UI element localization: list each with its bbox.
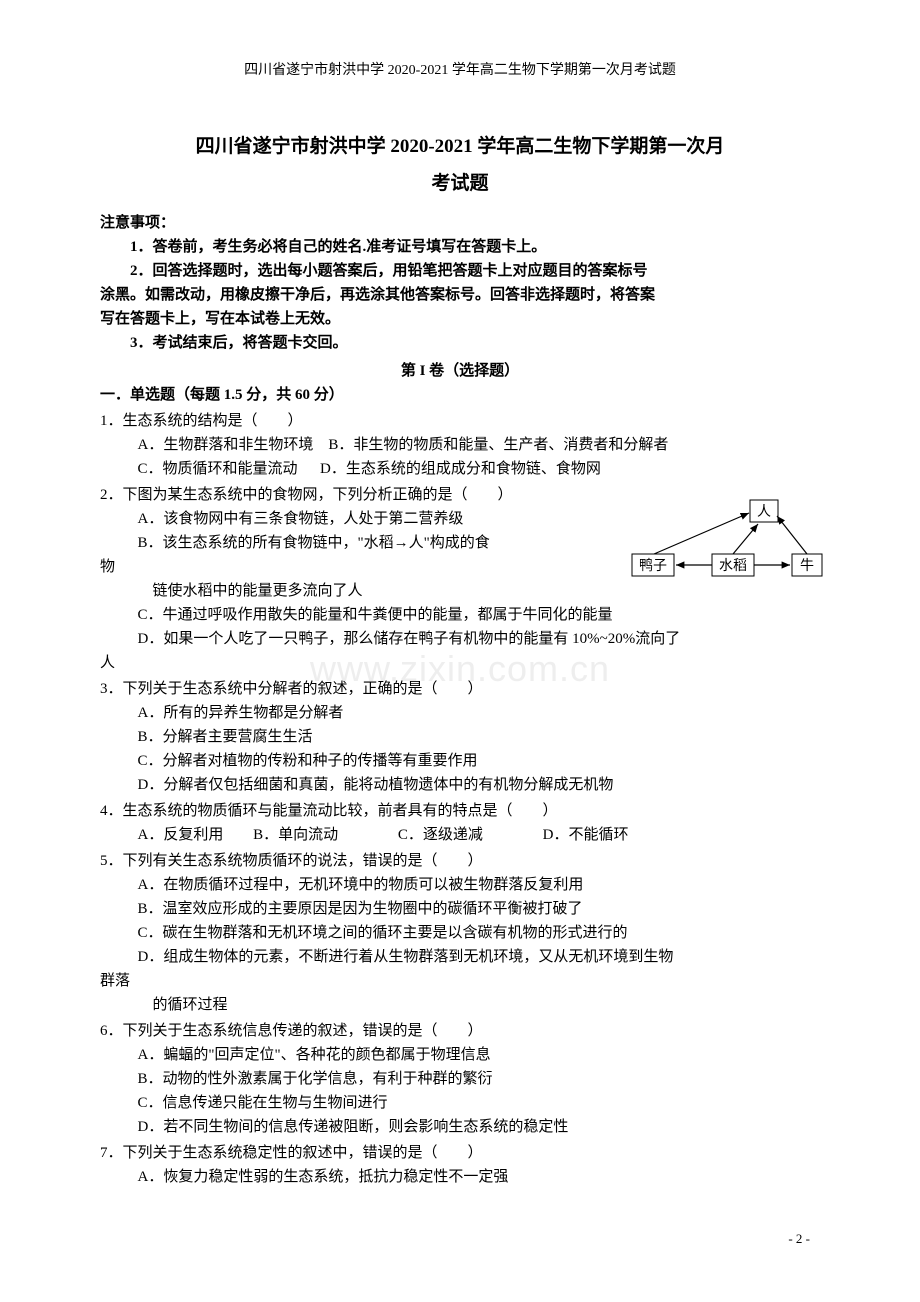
q6-option-c: C．信息传递只能在生物与生物间进行 bbox=[138, 1091, 821, 1115]
q7-stem: 7．下列关于生态系统稳定性的叙述中，错误的是（ ） bbox=[100, 1141, 820, 1165]
q1-option-a: A．生物群落和非生物环境 bbox=[138, 437, 314, 453]
q3-stem: 3．下列关于生态系统中分解者的叙述，正确的是（ ） bbox=[100, 677, 820, 701]
page-number: - 2 - bbox=[100, 1229, 820, 1250]
q1-row2: C．物质循环和能量流动 D．生态系统的组成成分和食物链、食物网 bbox=[138, 457, 821, 481]
q2-option-d-tail: 人 bbox=[100, 651, 820, 675]
q1-option-c: C．物质循环和能量流动 bbox=[138, 461, 298, 477]
q3-option-c: C．分解者对植物的传粉和种子的传播等有重要作用 bbox=[138, 749, 821, 773]
q4-options: A．反复利用 B．单向流动 C．逐级递减 D．不能循环 bbox=[138, 823, 821, 847]
q3-option-a: A．所有的异养生物都是分解者 bbox=[138, 701, 821, 725]
part-1-heading: 一．单选题（每题 1.5 分，共 60 分） bbox=[100, 383, 820, 407]
q2-option-c: C．牛通过呼吸作用散失的能量和牛粪便中的能量，都属于牛同化的能量 bbox=[138, 603, 821, 627]
notice-heading: 注意事项： bbox=[100, 211, 820, 235]
notice-2b: 涂黑。如需改动，用橡皮擦干净后，再选涂其他答案标号。回答非选择题时，将答案 bbox=[100, 283, 820, 307]
notice-2c: 写在答题卡上，写在本试卷上无效。 bbox=[100, 307, 820, 331]
question-6: 6．下列关于生态系统信息传递的叙述，错误的是（ ） A．蝙蝠的"回声定位"、各种… bbox=[100, 1019, 820, 1139]
running-header: 四川省遂宁市射洪中学 2020-2021 学年高二生物下学期第一次月考试题 bbox=[100, 60, 820, 82]
q5-option-d-tail2: 的循环过程 bbox=[153, 993, 821, 1017]
q5-option-c: C．碳在生物群落和无机环境之间的循环主要是以含碳有机物的形式进行的 bbox=[138, 921, 821, 945]
doc-title-line2: 考试题 bbox=[100, 169, 820, 199]
section-1-heading: 第 I 卷（选择题） bbox=[100, 359, 820, 383]
q4-option-b: B．单向流动 bbox=[253, 827, 338, 843]
node-duck: 鸭子 bbox=[639, 558, 667, 574]
q6-option-a: A．蝙蝠的"回声定位"、各种花的颜色都属于物理信息 bbox=[138, 1043, 821, 1067]
q3-option-d: D．分解者仅包括细菌和真菌，能将动植物遗体中的有机物分解成无机物 bbox=[138, 773, 821, 797]
q4-stem: 4．生态系统的物质循环与能量流动比较，前者具有的特点是（ ） bbox=[100, 799, 820, 823]
q1-option-b: B．非生物的物质和能量、生产者、消费者和分解者 bbox=[328, 437, 668, 453]
q7-option-a: A．恢复力稳定性弱的生态系统，抵抗力稳定性不一定强 bbox=[138, 1165, 821, 1189]
doc-title-line1: 四川省遂宁市射洪中学 2020-2021 学年高二生物下学期第一次月 bbox=[100, 132, 820, 162]
q6-option-d: D．若不同生物间的信息传递被阻断，则会影响生态系统的稳定性 bbox=[138, 1115, 821, 1139]
q4-option-d: D．不能循环 bbox=[543, 827, 629, 843]
node-person: 人 bbox=[757, 504, 771, 520]
notice-1: 1．答卷前，考生务必将自己的姓名.准考证号填写在答题卡上。 bbox=[100, 235, 820, 259]
q5-option-b: B．温室效应形成的主要原因是因为生物圈中的碳循环平衡被打破了 bbox=[138, 897, 821, 921]
q1-option-d: D．生态系统的组成成分和食物链、食物网 bbox=[320, 461, 601, 477]
q5-stem: 5．下列有关生态系统物质循环的说法，错误的是（ ） bbox=[100, 849, 820, 873]
notice-3: 3．考试结束后，将答题卡交回。 bbox=[100, 331, 820, 355]
notice-2a: 2．回答选择题时，选出每小题答案后，用铅笔把答题卡上对应题目的答案标号 bbox=[100, 259, 820, 283]
q2-option-d: D．如果一个人吃了一只鸭子，那么储存在鸭子有机物中的能量有 10%~20%流向了 bbox=[138, 627, 821, 651]
q4-option-a: A．反复利用 bbox=[138, 827, 224, 843]
node-rice: 水稻 bbox=[719, 558, 747, 574]
q6-option-b: B．动物的性外激素属于化学信息，有利于种群的繁衍 bbox=[138, 1067, 821, 1091]
food-web-diagram: 人 鸭子 水稻 牛 bbox=[630, 498, 830, 580]
question-7: 7．下列关于生态系统稳定性的叙述中，错误的是（ ） A．恢复力稳定性弱的生态系统… bbox=[100, 1141, 820, 1189]
q5-option-a: A．在物质循环过程中，无机环境中的物质可以被生物群落反复利用 bbox=[138, 873, 821, 897]
q6-stem: 6．下列关于生态系统信息传递的叙述，错误的是（ ） bbox=[100, 1019, 820, 1043]
q5-option-d-tail1: 群落 bbox=[100, 969, 820, 993]
q1-row1: A．生物群落和非生物环境 B．非生物的物质和能量、生产者、消费者和分解者 bbox=[138, 433, 821, 457]
question-4: 4．生态系统的物质循环与能量流动比较，前者具有的特点是（ ） A．反复利用 B．… bbox=[100, 799, 820, 847]
food-web-svg: 人 鸭子 水稻 牛 bbox=[630, 498, 830, 580]
q2-option-b-tail: 链使水稻中的能量更多流向了人 bbox=[153, 579, 821, 603]
question-1: 1．生态系统的结构是（ ） A．生物群落和非生物环境 B．非生物的物质和能量、生… bbox=[100, 409, 820, 481]
node-cow: 牛 bbox=[800, 558, 814, 574]
q5-option-d: D．组成生物体的元素，不断进行着从生物群落到无机环境，又从无机环境到生物 bbox=[138, 945, 821, 969]
q4-option-c: C．逐级递减 bbox=[398, 827, 483, 843]
q1-stem: 1．生态系统的结构是（ ） bbox=[100, 409, 820, 433]
question-3: 3．下列关于生态系统中分解者的叙述，正确的是（ ） A．所有的异养生物都是分解者… bbox=[100, 677, 820, 797]
q3-option-b: B．分解者主要营腐生生活 bbox=[138, 725, 821, 749]
question-5: 5．下列有关生态系统物质循环的说法，错误的是（ ） A．在物质循环过程中，无机环… bbox=[100, 849, 820, 1017]
